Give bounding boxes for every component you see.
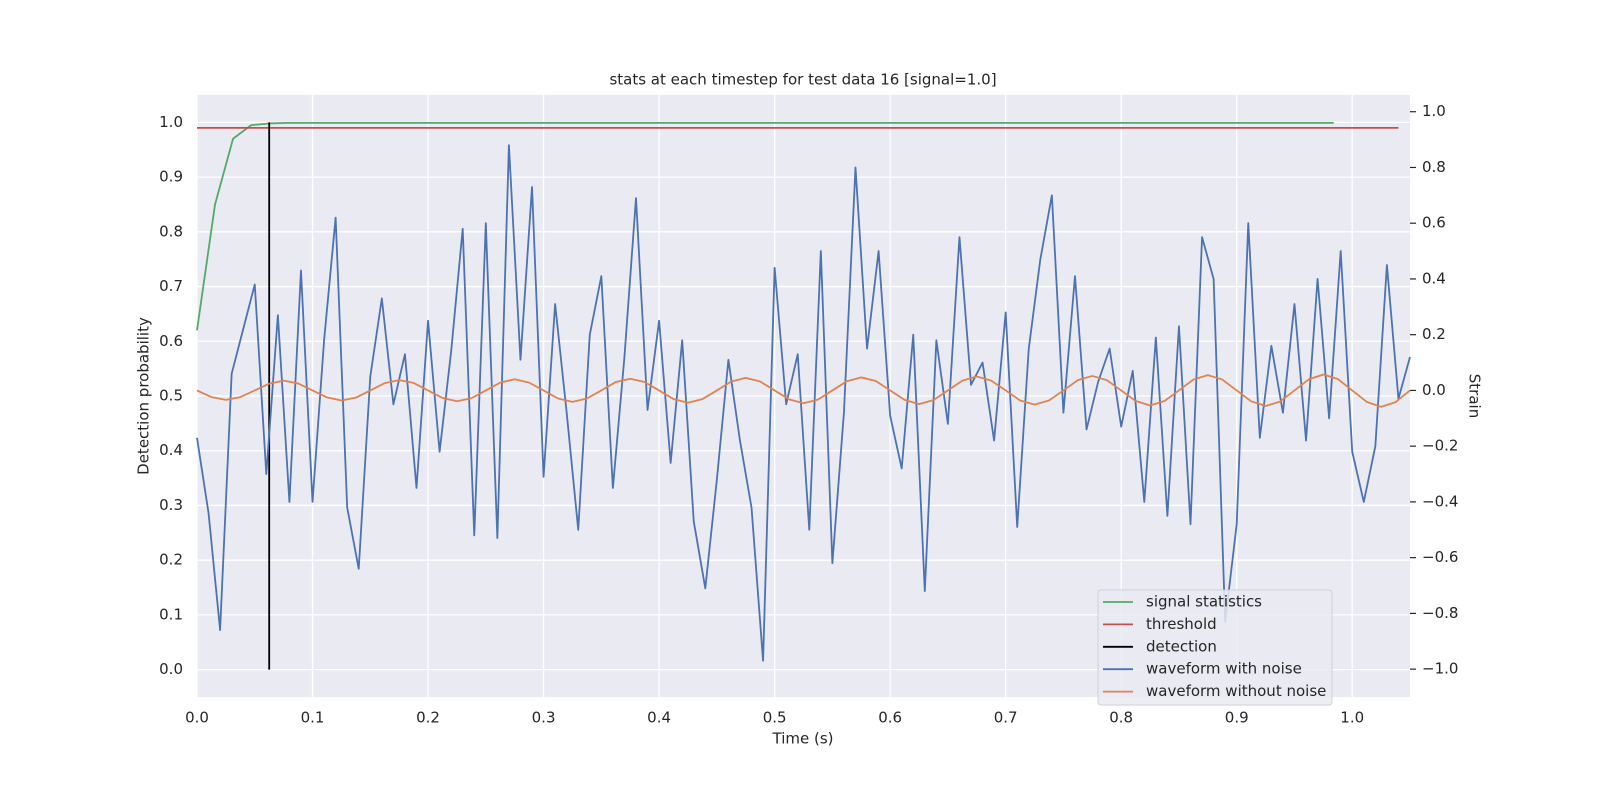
x-tick-label: 0.1 [301, 709, 325, 727]
x-axis-label: Time (s) [772, 730, 834, 748]
y2-tick-label: 1.0 [1422, 102, 1446, 120]
y-tick-label: 0.9 [159, 168, 183, 186]
y2-tick-label: −0.2 [1422, 437, 1458, 455]
y2-tick-label: 0.4 [1422, 269, 1446, 287]
chart-title: stats at each timestep for test data 16 … [609, 71, 996, 89]
x-tick-label: 0.2 [416, 709, 440, 727]
legend-label: waveform without noise [1146, 682, 1326, 700]
legend-label: threshold [1146, 615, 1217, 633]
x-tick-label: 1.0 [1340, 709, 1364, 727]
y-tick-label: 0.2 [159, 551, 183, 569]
x-tick-label: 0.6 [878, 709, 902, 727]
legend-label: detection [1146, 637, 1217, 655]
x-tick-label: 0.5 [763, 709, 787, 727]
y-tick-label: 1.0 [159, 113, 183, 131]
x-tick-label: 0.9 [1225, 709, 1249, 727]
y2-tick-label: −1.0 [1422, 660, 1458, 678]
y-tick-label: 0.4 [159, 441, 183, 459]
series-line [196, 373, 1411, 408]
y-tick-label: 0.0 [159, 660, 183, 678]
x-tick-label: 0.8 [1109, 709, 1133, 727]
y2-tick-label: 0.2 [1422, 325, 1446, 343]
y-tick-label: 0.6 [159, 332, 183, 350]
y2-tick-label: 0.0 [1422, 381, 1446, 399]
y2-tick-label: −0.4 [1422, 492, 1458, 510]
x-tick-label: 0.7 [994, 709, 1018, 727]
x-tick-label: 0.0 [185, 709, 209, 727]
legend-label: waveform with noise [1146, 660, 1302, 678]
y2-axis-label: Strain [1466, 374, 1484, 418]
y-tick-label: 0.5 [159, 387, 183, 405]
x-tick-label: 0.4 [647, 709, 671, 727]
y-tick-label: 0.8 [159, 222, 183, 240]
y-tick-label: 0.1 [159, 605, 183, 623]
y-tick-label: 0.7 [159, 277, 183, 295]
legend-label: signal statistics [1146, 593, 1262, 611]
y-tick-label: 0.3 [159, 496, 183, 514]
y2-tick-label: −0.6 [1422, 548, 1458, 566]
legend-box [1097, 589, 1333, 706]
y-axis-label: Detection probability [135, 317, 153, 475]
series-line [196, 122, 1334, 331]
y2-tick-label: −0.8 [1422, 604, 1458, 622]
x-tick-label: 0.3 [532, 709, 556, 727]
y2-tick-label: 0.8 [1422, 158, 1446, 176]
y2-tick-label: 0.6 [1422, 214, 1446, 232]
